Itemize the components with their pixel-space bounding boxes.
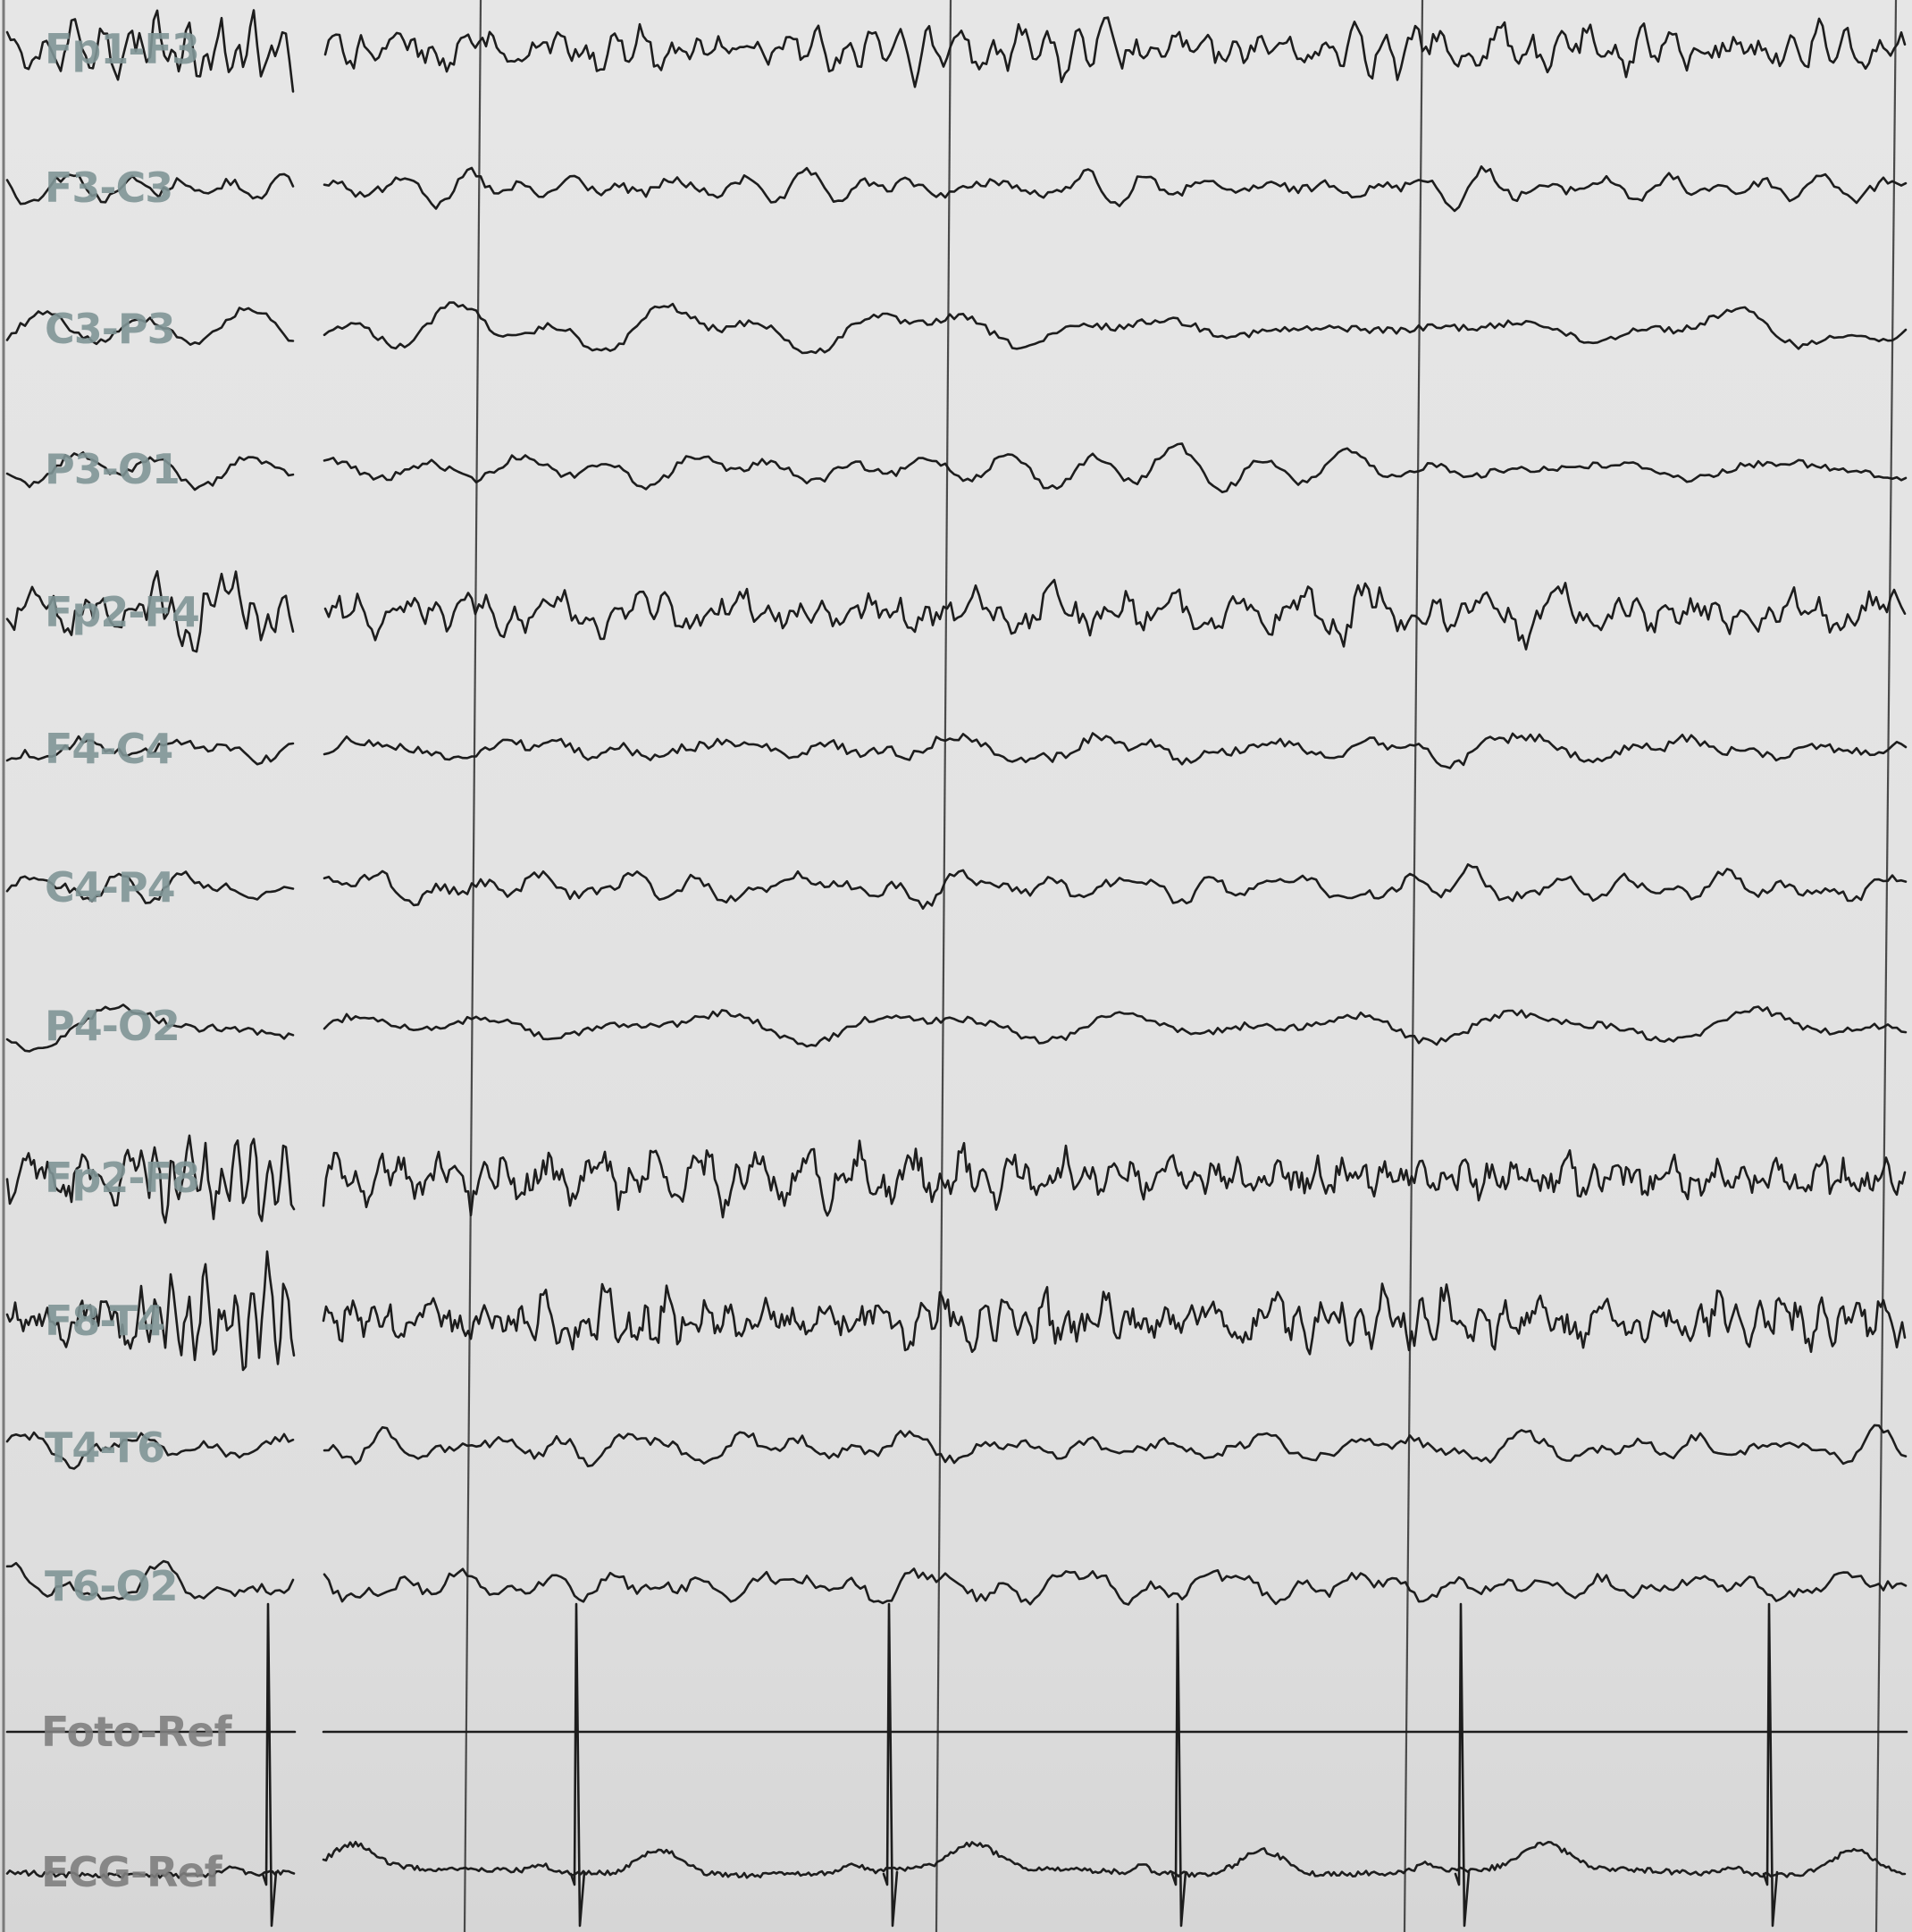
channel-label: F3-C3 <box>45 164 172 212</box>
waveform-trace <box>5 1134 1907 1224</box>
channel-label: Fp2-F4 <box>45 588 199 636</box>
channel-label: T6-O2 <box>45 1562 178 1610</box>
waveform-trace <box>5 1250 1907 1372</box>
waveform-trace <box>5 301 1908 355</box>
second-marker-line <box>935 0 952 1932</box>
channel-label: C4-P4 <box>45 863 175 911</box>
channel-label: F4-C4 <box>45 725 172 773</box>
waveform-trace <box>5 1602 1907 1928</box>
second-marker-line <box>1874 0 1898 1932</box>
channel-label: P4-O2 <box>45 1002 180 1050</box>
waveform-trace <box>5 570 1907 653</box>
waveform-trace <box>5 1004 1908 1053</box>
channel-label: Fp1-F3 <box>45 25 199 73</box>
channel-label: Foto-Ref <box>41 1708 232 1756</box>
second-marker-line <box>1403 0 1424 1932</box>
waveform-trace <box>5 732 1908 769</box>
waveform-trace <box>5 442 1908 493</box>
waveform-layer <box>5 9 1908 1928</box>
waveform-trace <box>5 165 1908 213</box>
channel-label: ECG-Ref <box>41 1848 223 1896</box>
waveform-trace <box>5 1559 1908 1606</box>
channel-label: P3-O1 <box>45 445 180 493</box>
channel-labels: Fp1-F3 F3-C3 C3-P3 P3-O1 Fp2-F4 F4-C4 C4-P4 P4-… <box>41 25 233 1896</box>
waveform-trace <box>5 1424 1908 1470</box>
channel-label: F8-T4 <box>45 1297 164 1345</box>
second-marker-line <box>463 0 482 1932</box>
waveform-trace <box>5 863 1908 910</box>
channel-label: T4-T6 <box>45 1424 164 1472</box>
channel-label: Fp2-F8 <box>45 1154 199 1202</box>
waveform-trace <box>5 9 1907 93</box>
channel-label: C3-P3 <box>45 305 175 353</box>
